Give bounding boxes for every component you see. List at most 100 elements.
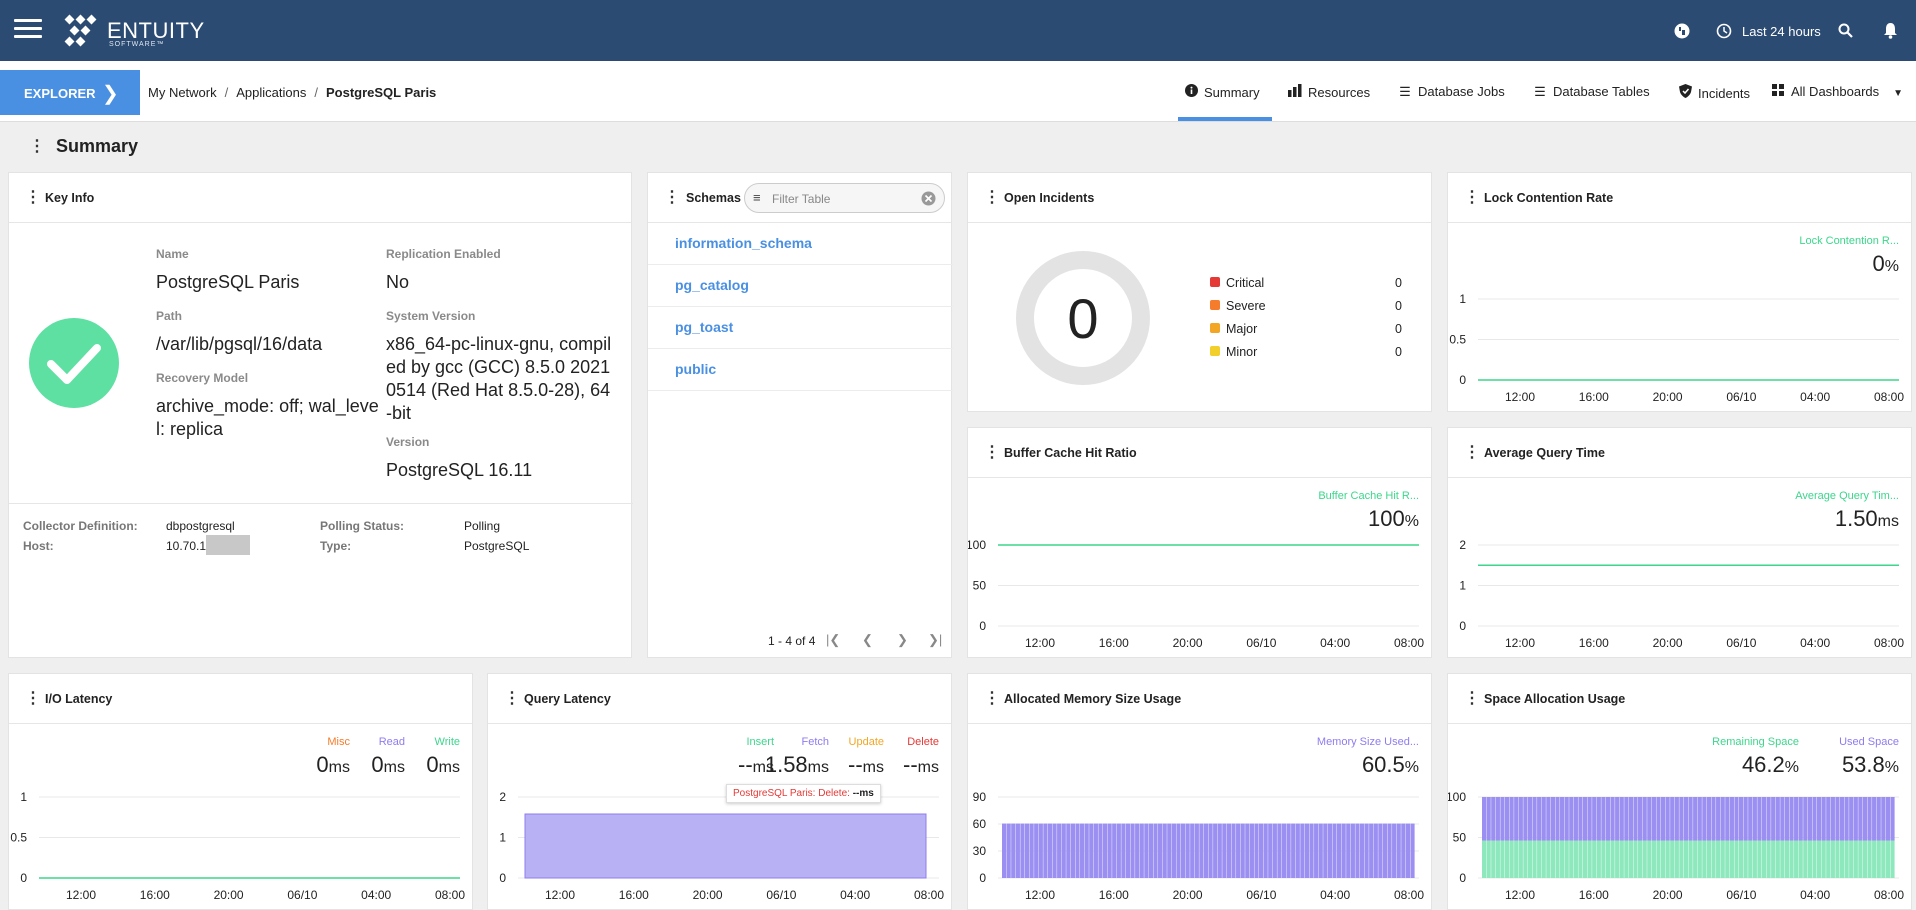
bar-used [1277, 823, 1282, 878]
chevron-right-icon: ❯ [102, 83, 119, 105]
summary-menu-icon[interactable]: ⋮ [29, 138, 45, 155]
tab-database-jobs[interactable]: ☰ Database Jobs [1399, 84, 1505, 99]
clear-icon[interactable] [921, 191, 936, 206]
card-menu-icon[interactable]: ⋮ [1464, 189, 1480, 206]
series-number: 0 [426, 752, 439, 777]
bar-used [1647, 797, 1652, 841]
card-menu-icon[interactable]: ⋮ [504, 690, 520, 707]
bar-used [1743, 797, 1748, 841]
bar-used [1729, 797, 1734, 841]
card-menu-icon[interactable]: ⋮ [984, 189, 1000, 206]
card-title: Query Latency [524, 692, 611, 706]
bar-used [1125, 823, 1131, 878]
series-number: 1.50 [1834, 506, 1878, 531]
card-menu-icon[interactable]: ⋮ [984, 444, 1000, 461]
y-tick-label: 90 [973, 790, 987, 804]
bar-remaining [1523, 840, 1528, 878]
bar-used [1486, 797, 1491, 841]
severity-label[interactable]: Major [1226, 322, 1258, 336]
active-tab-indicator [1178, 117, 1272, 121]
severity-label[interactable]: Critical [1226, 276, 1265, 290]
card-menu-icon[interactable]: ⋮ [984, 690, 1000, 707]
series-unit: ms [1877, 513, 1899, 530]
series-label: Average Query Tim... [1795, 490, 1899, 502]
bar-used [1098, 823, 1103, 878]
schema-row[interactable]: information_schema [648, 223, 953, 265]
card-menu-icon[interactable]: ⋮ [25, 189, 41, 206]
bar-used [1885, 797, 1891, 841]
bar-used [1858, 797, 1863, 841]
bar-remaining [1798, 840, 1803, 878]
name-value: PostgreSQL Paris [156, 272, 300, 292]
bar-remaining [1610, 840, 1615, 878]
explorer-button[interactable]: EXPLORER ❯ [0, 70, 140, 115]
bar-used [1043, 823, 1048, 878]
bar-used [1876, 797, 1881, 841]
x-tick-label: 06/10 [1726, 390, 1756, 404]
last-page-icon[interactable]: ❯| [928, 632, 943, 647]
bar-remaining [1738, 840, 1744, 878]
top-bar: ENTUITY SOFTWARE™ Last 24 hours [0, 0, 1916, 61]
lock-contention-card: ⋮ Lock Contention Rate Lock Contention R..… [1447, 172, 1912, 412]
clock-icon[interactable] [1716, 23, 1732, 39]
bar-used [1020, 823, 1025, 878]
bar-remaining [1789, 840, 1794, 878]
series-number: 0 [316, 752, 329, 777]
card-menu-icon[interactable]: ⋮ [25, 690, 41, 707]
menu-icon[interactable] [14, 19, 42, 41]
bar-remaining [1862, 840, 1868, 878]
severity-label[interactable]: Severe [1226, 299, 1266, 313]
bar-used [1254, 823, 1259, 878]
y-tick-label: 0 [499, 871, 506, 885]
filter-table-input[interactable]: ≡ Filter Table [744, 183, 945, 213]
time-range[interactable]: Last 24 hours [1742, 24, 1821, 39]
next-page-icon[interactable]: ❯ [897, 632, 908, 647]
entuity-logo[interactable]: ENTUITY SOFTWARE™ [62, 14, 262, 50]
series-value: 60.5% [1362, 752, 1419, 778]
bar-used [1350, 823, 1355, 878]
breadcrumb-item[interactable]: My Network [148, 85, 217, 100]
search-icon[interactable] [1838, 23, 1853, 38]
bar-used [1410, 823, 1415, 878]
series-number: -- [848, 752, 863, 777]
bar-used [1555, 797, 1560, 841]
bar-used [1500, 797, 1505, 841]
schema-row[interactable]: pg_catalog [648, 265, 953, 307]
bar-remaining [1541, 840, 1546, 878]
schema-row[interactable]: public [648, 349, 953, 391]
bar-used [1249, 823, 1254, 878]
card-menu-icon[interactable]: ⋮ [1464, 690, 1480, 707]
breadcrumb-item[interactable]: Applications [236, 85, 307, 100]
status-icon[interactable] [1674, 23, 1690, 39]
series-label: Lock Contention R... [1799, 235, 1899, 247]
bar-used [1720, 797, 1725, 841]
severity-label[interactable]: Minor [1226, 345, 1258, 359]
card-menu-icon[interactable]: ⋮ [664, 189, 680, 206]
x-tick-label: 12:00 [1505, 888, 1535, 902]
tab-incidents[interactable]: Incidents [1678, 84, 1750, 101]
tab-summary[interactable]: Summary [1184, 84, 1260, 100]
bar-used [1578, 797, 1583, 841]
first-page-icon[interactable]: |❮ [826, 632, 841, 647]
x-tick-label: 08:00 [1874, 636, 1904, 650]
tab-all-dashboards[interactable]: All Dashboards ▼ [1771, 84, 1903, 99]
tab-resources[interactable]: Resources [1288, 84, 1370, 100]
bar-remaining [1555, 840, 1560, 878]
schema-row[interactable]: pg_toast [648, 307, 953, 349]
explorer-label: EXPLORER [24, 86, 96, 101]
page-title: Summary [56, 136, 139, 156]
card-title: Space Allocation Usage [1484, 692, 1626, 706]
bar-used [1332, 823, 1337, 878]
bar-used [1766, 797, 1771, 841]
card-menu-icon[interactable]: ⋮ [1464, 444, 1480, 461]
bar-used [1314, 823, 1319, 878]
bell-icon[interactable] [1883, 22, 1898, 39]
bar-used [1624, 797, 1629, 841]
polling-label: Polling Status: [320, 519, 404, 533]
prev-page-icon[interactable]: ❮ [862, 632, 873, 647]
bar-used [1660, 797, 1666, 841]
tab-database-tables[interactable]: ☰ Database Tables [1534, 84, 1650, 99]
series-value: --ms [903, 752, 939, 778]
bar-remaining [1527, 840, 1533, 878]
bar-used [1240, 823, 1245, 878]
